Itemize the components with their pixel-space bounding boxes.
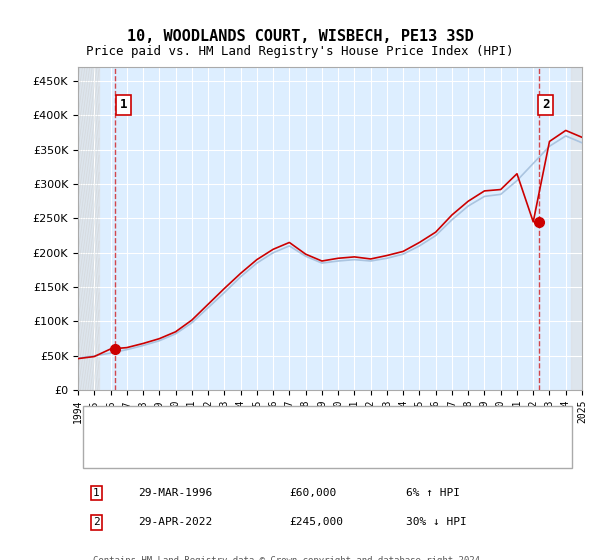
Text: 1: 1: [93, 488, 100, 498]
Text: £245,000: £245,000: [290, 517, 344, 528]
Text: 6% ↑ HPI: 6% ↑ HPI: [406, 488, 460, 498]
Bar: [571, 67, 582, 390]
Text: 29-APR-2022: 29-APR-2022: [139, 517, 213, 528]
Text: 2: 2: [93, 517, 100, 528]
Text: Contains HM Land Registry data © Crown copyright and database right 2024.: Contains HM Land Registry data © Crown c…: [93, 556, 485, 560]
Text: £60,000: £60,000: [290, 488, 337, 498]
Text: 29-MAR-1996: 29-MAR-1996: [139, 488, 213, 498]
Text: HPI: Average price, detached house, King's Lynn and West Norfolk: HPI: Average price, detached house, King…: [139, 445, 538, 455]
Text: 10, WOODLANDS COURT, WISBECH, PE13 3SD: 10, WOODLANDS COURT, WISBECH, PE13 3SD: [127, 29, 473, 44]
Text: 2: 2: [542, 99, 550, 111]
Text: 10, WOODLANDS COURT, WISBECH, PE13 3SD (detached house): 10, WOODLANDS COURT, WISBECH, PE13 3SD (…: [139, 416, 482, 426]
Bar: [78, 67, 99, 390]
FancyBboxPatch shape: [83, 407, 572, 468]
Text: 30% ↓ HPI: 30% ↓ HPI: [406, 517, 466, 528]
Bar: [78, 67, 99, 390]
Text: Price paid vs. HM Land Registry's House Price Index (HPI): Price paid vs. HM Land Registry's House …: [86, 45, 514, 58]
Text: 1: 1: [119, 99, 127, 111]
